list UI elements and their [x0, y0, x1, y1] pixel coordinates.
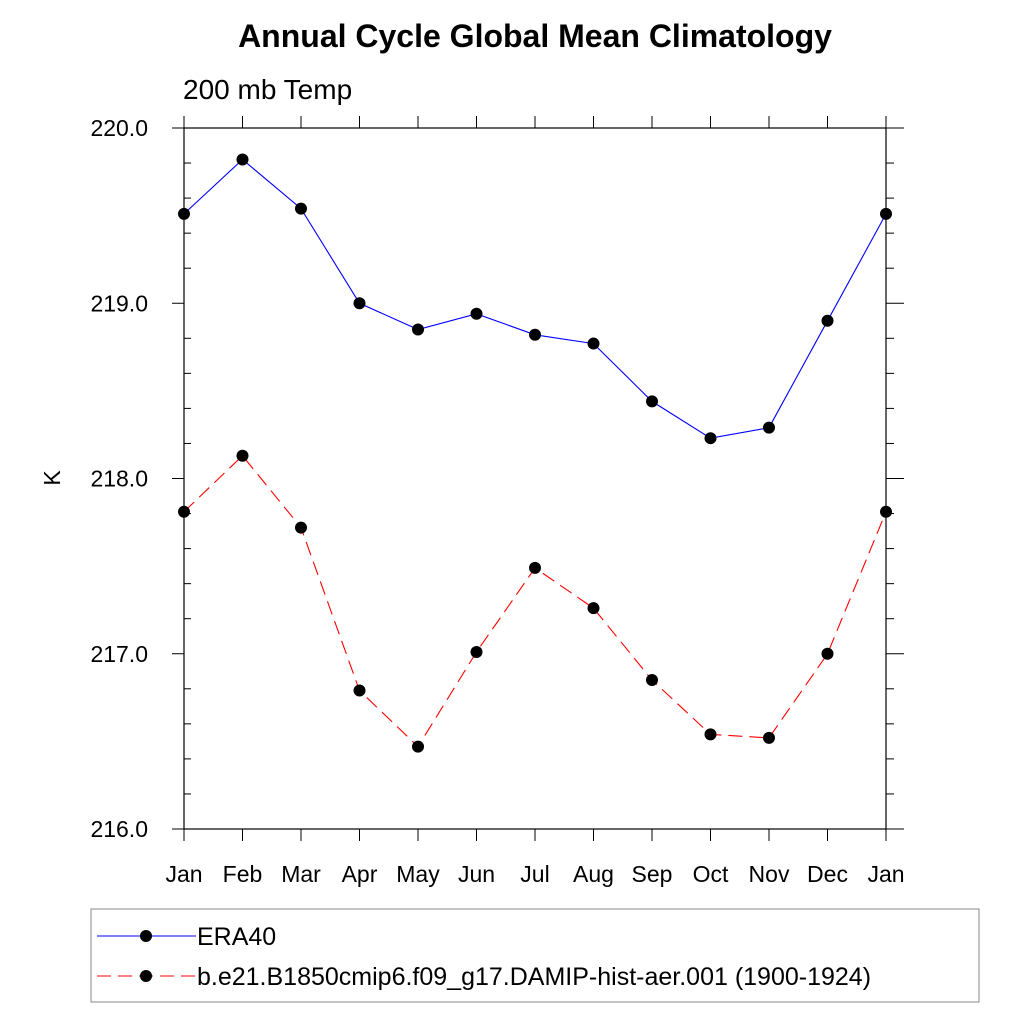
- data-point: [236, 449, 249, 462]
- y-tick-label: 219.0: [90, 290, 148, 316]
- x-tick-label: Jan: [867, 861, 904, 887]
- data-point: [529, 561, 541, 574]
- data-point: [880, 505, 892, 518]
- data-point: [353, 297, 366, 310]
- series-points: [178, 153, 892, 753]
- data-point: [763, 421, 775, 434]
- data-point: [704, 728, 717, 741]
- legend: ERA40 b.e21.B1850cmip6.f09_g17.DAMIP-his…: [90, 908, 980, 1003]
- data-point: [763, 731, 775, 744]
- x-tick-label: Apr: [342, 861, 378, 887]
- chart-subtitle: 200 mb Temp: [183, 74, 352, 105]
- data-point: [704, 432, 717, 445]
- x-tick-label: Sep: [632, 861, 673, 887]
- x-tick-label: Oct: [693, 861, 729, 887]
- data-point: [587, 602, 600, 615]
- data-point: [470, 645, 483, 658]
- series-line-1: [183, 454, 887, 748]
- x-tick-label: Mar: [281, 861, 321, 887]
- y-tick-labels: 216.0 217.0 218.0 219.0 220.0: [90, 115, 148, 842]
- x-tick-labels: Jan Feb Mar Apr May Jun Jul Aug Sep Oct Nov Dec Jan: [165, 861, 904, 887]
- data-point: [821, 314, 834, 327]
- y-tick-label: 220.0: [90, 115, 148, 141]
- y-tick-label: 217.0: [90, 641, 148, 667]
- x-tick-label: Jan: [165, 861, 202, 887]
- legend-marker-damip: [140, 970, 152, 982]
- chart-title: Annual Cycle Global Mean Climatology: [238, 18, 832, 54]
- legend-box: [90, 908, 980, 1003]
- data-point: [587, 337, 600, 350]
- data-point: [178, 505, 190, 518]
- series-lines: [183, 158, 887, 748]
- legend-label-damip: b.e21.B1850cmip6.f09_g17.DAMIP-hist-aer.…: [197, 963, 871, 991]
- legend-marker-era40: [140, 930, 152, 942]
- x-tick-label: Nov: [749, 861, 790, 887]
- x-tick-label: Aug: [573, 861, 614, 887]
- x-tick-label: Dec: [807, 861, 848, 887]
- data-point: [353, 684, 366, 697]
- legend-label-era40: ERA40: [197, 923, 276, 951]
- data-point: [236, 153, 249, 166]
- series-line-0: [183, 158, 887, 439]
- data-point: [646, 395, 658, 408]
- x-tick-label: Jun: [458, 861, 495, 887]
- data-point: [646, 674, 658, 687]
- data-point: [412, 323, 424, 336]
- y-tick-label: 216.0: [90, 816, 148, 842]
- x-tick-label: Jul: [520, 861, 549, 887]
- axis-ticks: [172, 116, 904, 841]
- data-point: [880, 207, 892, 220]
- x-tick-label: Feb: [223, 861, 263, 887]
- y-tick-label: 218.0: [90, 466, 148, 492]
- data-point: [529, 328, 541, 341]
- y-axis-label: K: [39, 470, 65, 486]
- data-point: [821, 647, 834, 660]
- data-point: [178, 207, 190, 220]
- data-point: [412, 740, 424, 753]
- data-point: [470, 307, 483, 320]
- data-point: [295, 521, 307, 534]
- plot-frame: [183, 127, 887, 830]
- data-point: [295, 202, 307, 215]
- x-tick-label: May: [396, 861, 440, 887]
